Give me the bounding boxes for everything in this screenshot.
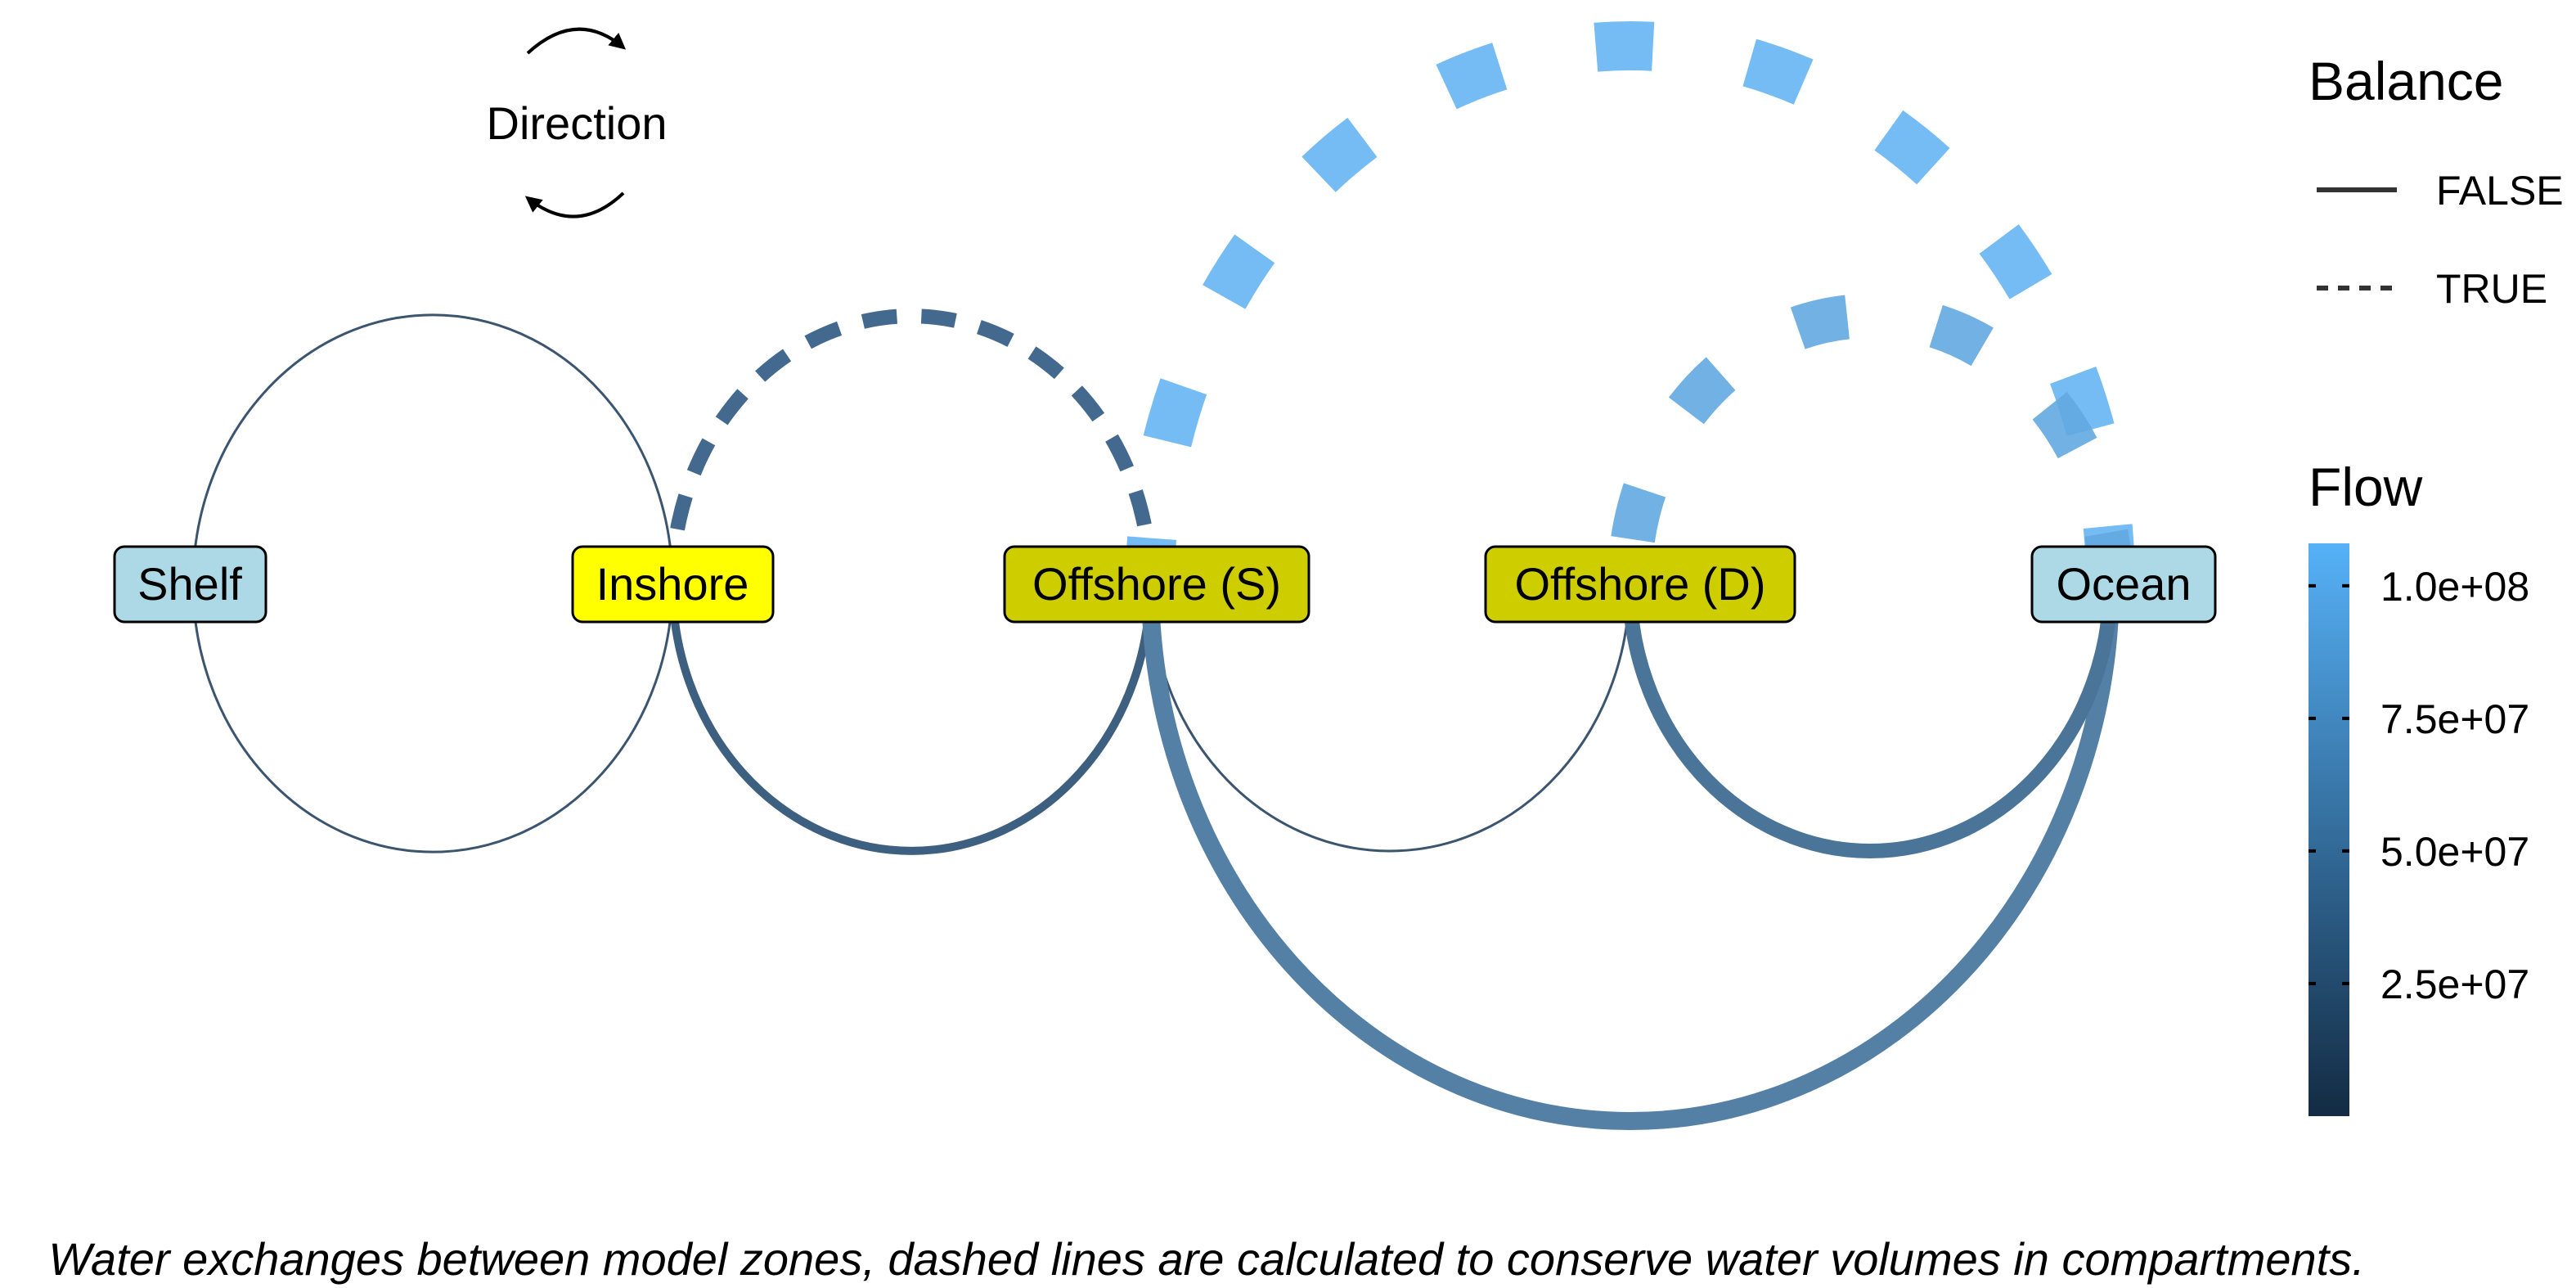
node-shelf-label: Shelf xyxy=(137,558,242,610)
edge-offshore-d-to-ocean xyxy=(1622,583,2118,858)
flow-tick-label: 7.5e+07 xyxy=(2380,696,2529,742)
balance-legend-false-label: FALSE xyxy=(2436,168,2564,214)
flow-tick-label: 5.0e+07 xyxy=(2380,829,2529,875)
edge-ocean-to-offshore-d xyxy=(1607,294,2133,584)
flow-colorbar-ticks: 1.0e+08 7.5e+07 5.0e+07 2.5e+07 xyxy=(2309,564,2529,1007)
flow-colorbar xyxy=(2309,543,2349,1116)
node-shelf: Shelf xyxy=(113,545,267,624)
node-inshore-label: Inshore xyxy=(596,558,749,610)
node-shelf-box xyxy=(113,545,267,624)
balance-legend-title: Balance xyxy=(2309,51,2504,111)
flow-tick-label: 2.5e+07 xyxy=(2380,961,2529,1007)
direction-indicator: Direction xyxy=(487,27,668,218)
edge-inshore-to-offshore-s xyxy=(668,583,1154,855)
node-offshore-s: Offshore (S) xyxy=(1003,545,1310,624)
node-offshore-d: Offshore (D) xyxy=(1484,545,1796,624)
edge-offshore-s-to-inshore xyxy=(665,308,1158,584)
edge-offshore-s-to-ocean xyxy=(1141,583,2120,1130)
edge-shelf-to-inshore xyxy=(191,313,674,584)
flow-legend: Flow 1.0e+08 7.5e+07 5.0e+07 2.5e+07 xyxy=(2309,457,2529,1116)
node-offshore-s-label: Offshore (S) xyxy=(1032,558,1281,610)
counterclockwise-arrow-icon xyxy=(524,191,625,218)
edge-offshore-s-to-offshore-d xyxy=(1149,583,1631,853)
balance-legend-true-label: TRUE xyxy=(2436,266,2547,312)
node-ocean-box xyxy=(2030,545,2217,624)
flow-legend-title: Flow xyxy=(2309,457,2423,517)
nodes: Shelf Inshore Offshore (S) Offshore (D) … xyxy=(113,545,2217,624)
direction-label: Direction xyxy=(487,97,668,149)
flow-tick-label: 1.0e+08 xyxy=(2380,564,2529,610)
edge-ocean-to-offshore-s xyxy=(1126,21,2135,584)
figure-caption: Water exchanges between model zones, das… xyxy=(48,1233,2365,1285)
node-ocean-label: Ocean xyxy=(2057,558,2192,610)
node-ocean: Ocean xyxy=(2030,545,2217,624)
node-inshore: Inshore xyxy=(571,545,775,624)
node-inshore-box xyxy=(571,545,775,624)
edge-inshore-to-shelf xyxy=(191,583,674,853)
clockwise-arrow-icon xyxy=(526,27,627,55)
balance-legend: Balance FALSE TRUE xyxy=(2309,51,2564,312)
edges xyxy=(191,21,2135,1130)
node-offshore-d-box xyxy=(1484,545,1796,624)
node-offshore-s-box xyxy=(1003,545,1310,624)
node-offshore-d-label: Offshore (D) xyxy=(1514,558,1765,610)
